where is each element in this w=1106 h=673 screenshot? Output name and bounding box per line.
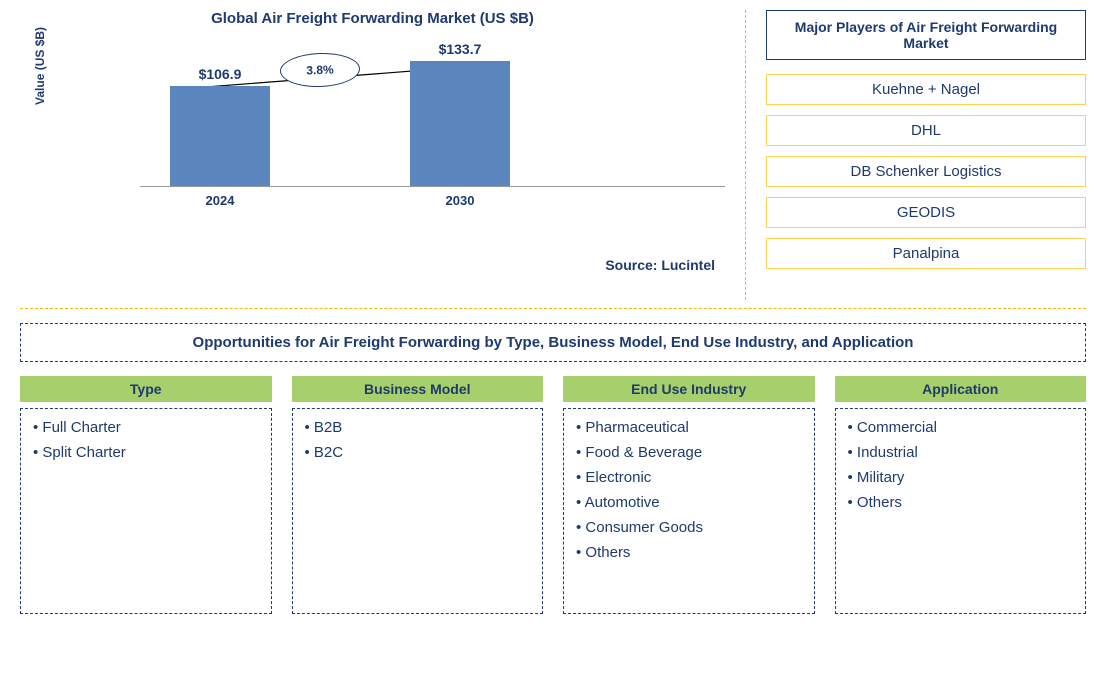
column-header: End Use Industry xyxy=(563,376,815,402)
list-item: Others xyxy=(576,544,802,561)
x-tick-label: 2024 xyxy=(170,193,270,208)
players-title: Major Players of Air Freight Forwarding … xyxy=(766,10,1086,60)
bar xyxy=(170,86,270,186)
list-item: B2B xyxy=(305,419,531,436)
bar-value-label: $106.9 xyxy=(199,66,242,82)
list-item: Pharmaceutical xyxy=(576,419,802,436)
column-header: Type xyxy=(20,376,272,402)
bars-container: $106.9$133.7 xyxy=(140,47,725,187)
opportunities-title: Opportunities for Air Freight Forwarding… xyxy=(20,323,1086,362)
list-item: Food & Beverage xyxy=(576,444,802,461)
opportunity-column: Application Commercial Industrial Military O… xyxy=(835,376,1087,614)
player-item: DHL xyxy=(766,115,1086,146)
players-list: Kuehne + Nagel DHL DB Schenker Logistics GE… xyxy=(766,74,1086,269)
column-body: Commercial Industrial Military Others xyxy=(835,408,1087,614)
list-item: Consumer Goods xyxy=(576,519,802,536)
player-item: Kuehne + Nagel xyxy=(766,74,1086,105)
list-item: Military xyxy=(848,469,1074,486)
y-axis-label: Value (US $B) xyxy=(33,27,47,105)
list-item: Others xyxy=(848,494,1074,511)
source-label: Source: Lucintel xyxy=(20,257,715,273)
chart-panel: Global Air Freight Forwarding Market (US… xyxy=(20,10,746,300)
divider xyxy=(20,308,1086,309)
players-panel: Major Players of Air Freight Forwarding … xyxy=(746,10,1086,300)
player-item: GEODIS xyxy=(766,197,1086,228)
list-item: Automotive xyxy=(576,494,802,511)
list-item: Full Charter xyxy=(33,419,259,436)
bar-2030: $133.7 xyxy=(410,41,510,186)
list-item: Electronic xyxy=(576,469,802,486)
column-body: B2BB2C xyxy=(292,408,544,614)
list-item: B2C xyxy=(305,444,531,461)
list-item: Commercial xyxy=(848,419,1074,436)
chart-title: Global Air Freight Forwarding Market (US… xyxy=(20,10,725,27)
column-body: Full Charter Split Charter xyxy=(20,408,272,614)
column-header: Business Model xyxy=(292,376,544,402)
bar-chart: Value (US $B) 3.8% $106.9$133.7 20242030 xyxy=(80,47,725,227)
opportunity-column: Type Full Charter Split Charter xyxy=(20,376,272,614)
bar xyxy=(410,61,510,186)
column-header: Application xyxy=(835,376,1087,402)
list-item: Split Charter xyxy=(33,444,259,461)
x-tick-label: 2030 xyxy=(410,193,510,208)
opportunities-columns: Type Full Charter Split Charter Business Mo… xyxy=(20,376,1086,614)
opportunity-column: End Use Industry Pharmaceutical Food & Bev… xyxy=(563,376,815,614)
list-item: Industrial xyxy=(848,444,1074,461)
top-section: Global Air Freight Forwarding Market (US… xyxy=(20,10,1086,300)
player-item: Panalpina xyxy=(766,238,1086,269)
player-item: DB Schenker Logistics xyxy=(766,156,1086,187)
bar-value-label: $133.7 xyxy=(439,41,482,57)
opportunity-column: Business ModelB2BB2C xyxy=(292,376,544,614)
bar-2024: $106.9 xyxy=(170,66,270,186)
column-body: Pharmaceutical Food & Beverage Electronic A… xyxy=(563,408,815,614)
